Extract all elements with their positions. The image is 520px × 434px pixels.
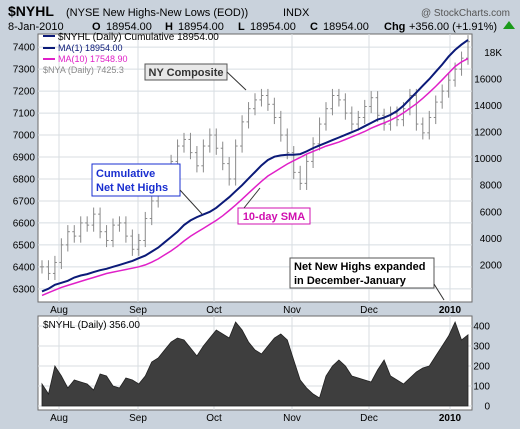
left-tick-label: 6500 (13, 240, 36, 251)
left-tick-label: 7100 (13, 109, 36, 120)
lower-right-tick-label: 300 (473, 342, 490, 353)
left-tick-label: 6300 (13, 284, 36, 295)
right-tick-label: 10000 (474, 154, 502, 165)
net-highs-area (41, 320, 469, 407)
left-tick-label: 7000 (13, 131, 36, 142)
annotation-ny-composite-text: NY Composite (149, 67, 224, 79)
change-value: +356.00 (+1.91%) (409, 21, 497, 33)
left-axis-ticks: 6300 6400 6500 6600 6700 6800 6900 7000 7100 7200… (13, 43, 36, 296)
left-tick-label: 6900 (13, 153, 36, 164)
low-label: L (238, 21, 245, 33)
x-tick-label: Sep (129, 305, 147, 316)
right-tick-label: 4000 (480, 234, 503, 245)
change-label: Chg (384, 21, 405, 33)
watermark-text: @ StockCharts.com (421, 8, 510, 19)
x-tick-label: Aug (50, 305, 68, 316)
left-tick-label: 7400 (13, 43, 36, 54)
annotation-cumulative-box (91, 163, 181, 197)
lower-x-tick-label: Oct (206, 413, 222, 424)
x-tick-label: 2010 (439, 305, 462, 316)
low-value: 18954.00 (250, 21, 296, 33)
quote-date: 8-Jan-2010 (8, 21, 64, 33)
annotation-cumulative: Cumulative Net Net Highs (91, 163, 203, 215)
lower-x-tick-label: Sep (129, 413, 147, 424)
left-tick-label: 6400 (13, 262, 36, 273)
annotation-net-new-highs-line1: Net New Highs expanded (294, 261, 425, 273)
x-tick-label: Dec (360, 305, 378, 316)
up-triangle-icon (503, 21, 515, 29)
exchange-label: INDX (283, 7, 310, 19)
symbol-name: (NYSE New Highs-New Lows (EOD)) (66, 7, 248, 19)
left-tick-label: 6700 (13, 196, 36, 207)
main-legend: $NYHL (Daily) Cumulative 18954.00 MA(1) … (43, 32, 219, 75)
open-label: O (92, 21, 101, 33)
lower-x-tick-label: Dec (360, 413, 378, 424)
close-value: 18954.00 (323, 21, 369, 33)
lower-right-tick-label: 100 (473, 382, 490, 393)
annotation-sma-box (237, 207, 311, 225)
annotation-cumulative-line2: Net Net Highs (96, 182, 168, 194)
x-axis-ticks: Aug Sep Oct Nov Dec 2010 (50, 305, 461, 316)
left-tick-label: 7200 (13, 87, 36, 98)
right-tick-label: 12000 (474, 128, 502, 139)
annotation-sma-text: 10-day SMA (243, 211, 305, 223)
high-value: 18954.00 (178, 21, 224, 33)
legend-cumulative: $NYHL (Daily) Cumulative 18954.00 (58, 32, 219, 43)
annotation-net-new-highs-line2: in December-January (294, 275, 407, 287)
main-series (41, 39, 469, 297)
annotation-ny-composite: NY Composite (144, 63, 247, 91)
lower-series (41, 320, 469, 407)
right-tick-label: 2000 (480, 260, 503, 271)
symbol-title: $NYHL (8, 3, 54, 19)
legend-ma10: MA(10) 17548.90 (58, 54, 128, 64)
x-tick-label: Oct (206, 305, 222, 316)
left-tick-label: 6800 (13, 174, 36, 185)
close-label: C (310, 21, 318, 33)
lower-right-tick-label: 200 (473, 362, 490, 373)
lower-legend: $NYHL (Daily) 356.00 (43, 320, 140, 331)
left-tick-label: 6600 (13, 218, 36, 229)
annotation-net-new-highs: Net New Highs expanded in December-Janua… (289, 257, 445, 301)
annotation-sma: 10-day SMA (237, 187, 311, 225)
right-tick-label: 18K (484, 48, 502, 59)
annotation-net-new-highs-pointer (433, 283, 445, 301)
lower-right-axis-ticks: 0 100 200 300 400 (473, 322, 490, 413)
annotation-cumulative-line1: Cumulative (96, 168, 155, 180)
right-tick-label: 16000 (474, 75, 502, 86)
right-tick-label: 6000 (480, 207, 503, 218)
cumulative-line (41, 39, 469, 293)
annotation-net-new-highs-box (289, 257, 435, 289)
annotation-cumulative-pointer (179, 189, 203, 215)
open-value: 18954.00 (106, 21, 152, 33)
legend-ma1: MA(1) 18954.00 (58, 43, 123, 53)
lower-x-tick-label: Nov (283, 413, 301, 424)
high-label: H (165, 21, 173, 33)
right-axis-ticks: 2000 4000 6000 8000 10000 12000 14000 16000 18K (474, 48, 502, 271)
sma-line (41, 57, 469, 297)
quote-line: 8-Jan-2010 O 18954.00 H 18954.00 L 18954… (8, 21, 515, 33)
lower-right-tick-label: 0 (484, 402, 490, 413)
lower-x-axis-ticks: Aug Sep Oct Nov Dec 2010 (50, 413, 461, 424)
lower-x-tick-label: Aug (50, 413, 68, 424)
annotation-sma-pointer (243, 187, 261, 209)
right-tick-label: 8000 (480, 181, 503, 192)
legend-nya: $NYA (Daily) 7425.3 (43, 65, 124, 75)
annotation-ny-composite-pointer (226, 71, 247, 91)
left-tick-label: 7300 (13, 65, 36, 76)
nya-ohlc-series (40, 35, 470, 281)
x-tick-label: Nov (283, 305, 301, 316)
lower-x-tick-label: 2010 (439, 413, 462, 424)
right-tick-label: 14000 (474, 101, 502, 112)
lower-right-tick-label: 400 (473, 322, 490, 333)
